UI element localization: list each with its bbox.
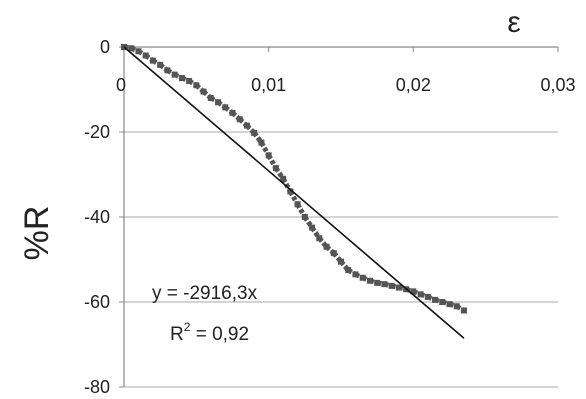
data-point-trace xyxy=(310,226,322,240)
grid-lines xyxy=(124,131,558,388)
r-squared-label: R2 = 0,92 xyxy=(170,320,249,345)
y-tick-label: 0 xyxy=(100,37,110,57)
x-tick-label: 0 xyxy=(116,75,126,95)
data-point-trace xyxy=(252,131,264,145)
data-points xyxy=(121,44,467,314)
r-squared-prefix: R xyxy=(170,324,184,345)
data-point xyxy=(157,61,164,68)
data-point-trace xyxy=(302,215,315,230)
y-tick-label: -80 xyxy=(84,377,110,397)
r-squared-value: = 0,92 xyxy=(190,324,249,345)
x-tick-labels: 0 0,01 0,02 0,03 xyxy=(116,47,576,95)
y-tick-label: -40 xyxy=(84,207,110,227)
y-axis-title: %R xyxy=(18,206,56,261)
y-tick-label: -60 xyxy=(84,292,110,312)
y-tick-label: -20 xyxy=(84,122,110,142)
x-axis-title: ε xyxy=(507,6,520,39)
data-point xyxy=(460,307,467,314)
x-tick-label: 0,02 xyxy=(396,75,431,95)
y-tick-labels: 0 -20 -40 -60 -80 xyxy=(84,37,124,397)
data-point-trace xyxy=(273,166,286,181)
trendline xyxy=(123,46,465,339)
trendline-equation: y = -2916,3x xyxy=(152,283,258,304)
x-tick-label: 0,03 xyxy=(540,75,575,95)
x-tick-label: 0,01 xyxy=(251,75,286,95)
r-squared-superscript: 2 xyxy=(184,320,191,334)
